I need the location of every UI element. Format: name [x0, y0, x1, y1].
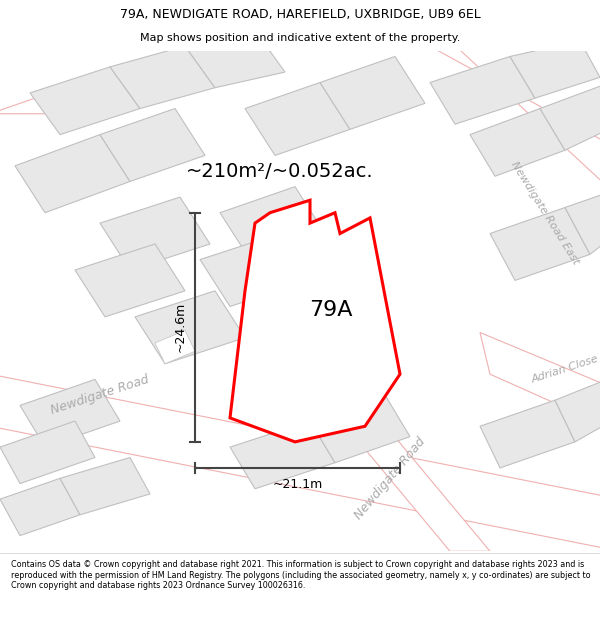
Polygon shape	[470, 109, 565, 176]
Polygon shape	[155, 331, 195, 364]
Polygon shape	[30, 67, 140, 134]
Text: Newdigate Road: Newdigate Road	[49, 373, 151, 417]
Polygon shape	[220, 187, 325, 259]
Polygon shape	[100, 197, 210, 270]
Polygon shape	[320, 395, 490, 551]
Text: Contains OS data © Crown copyright and database right 2021. This information is : Contains OS data © Crown copyright and d…	[11, 560, 590, 590]
Polygon shape	[60, 458, 150, 515]
Polygon shape	[0, 41, 260, 114]
Polygon shape	[555, 374, 600, 442]
Polygon shape	[320, 56, 425, 129]
Polygon shape	[15, 134, 130, 212]
Polygon shape	[75, 244, 185, 317]
Polygon shape	[230, 421, 335, 489]
Text: Newdigate Road East: Newdigate Road East	[509, 159, 581, 266]
Polygon shape	[480, 400, 575, 468]
Polygon shape	[0, 478, 80, 536]
Polygon shape	[230, 200, 400, 442]
Polygon shape	[20, 379, 120, 447]
Polygon shape	[100, 109, 205, 181]
Polygon shape	[540, 82, 600, 150]
Text: Newdigate Road: Newdigate Road	[352, 435, 428, 522]
Polygon shape	[310, 395, 410, 462]
Polygon shape	[565, 187, 600, 254]
Polygon shape	[110, 46, 215, 109]
Polygon shape	[420, 41, 600, 208]
Text: ~210m²/~0.052ac.: ~210m²/~0.052ac.	[186, 161, 374, 181]
Polygon shape	[480, 332, 600, 437]
Polygon shape	[0, 421, 95, 484]
Polygon shape	[135, 291, 245, 364]
Polygon shape	[510, 41, 600, 98]
Text: Map shows position and indicative extent of the property.: Map shows position and indicative extent…	[140, 33, 460, 44]
Polygon shape	[0, 374, 600, 551]
Text: ~21.1m: ~21.1m	[272, 478, 323, 491]
Polygon shape	[200, 234, 310, 306]
Text: Adrian Close: Adrian Close	[530, 353, 600, 384]
Text: 79A, NEWDIGATE ROAD, HAREFIELD, UXBRIDGE, UB9 6EL: 79A, NEWDIGATE ROAD, HAREFIELD, UXBRIDGE…	[119, 8, 481, 21]
Polygon shape	[430, 56, 535, 124]
Text: ~24.6m: ~24.6m	[173, 302, 187, 352]
Polygon shape	[185, 31, 285, 88]
Polygon shape	[245, 82, 350, 156]
Polygon shape	[490, 208, 590, 281]
Text: 79A: 79A	[308, 301, 352, 321]
